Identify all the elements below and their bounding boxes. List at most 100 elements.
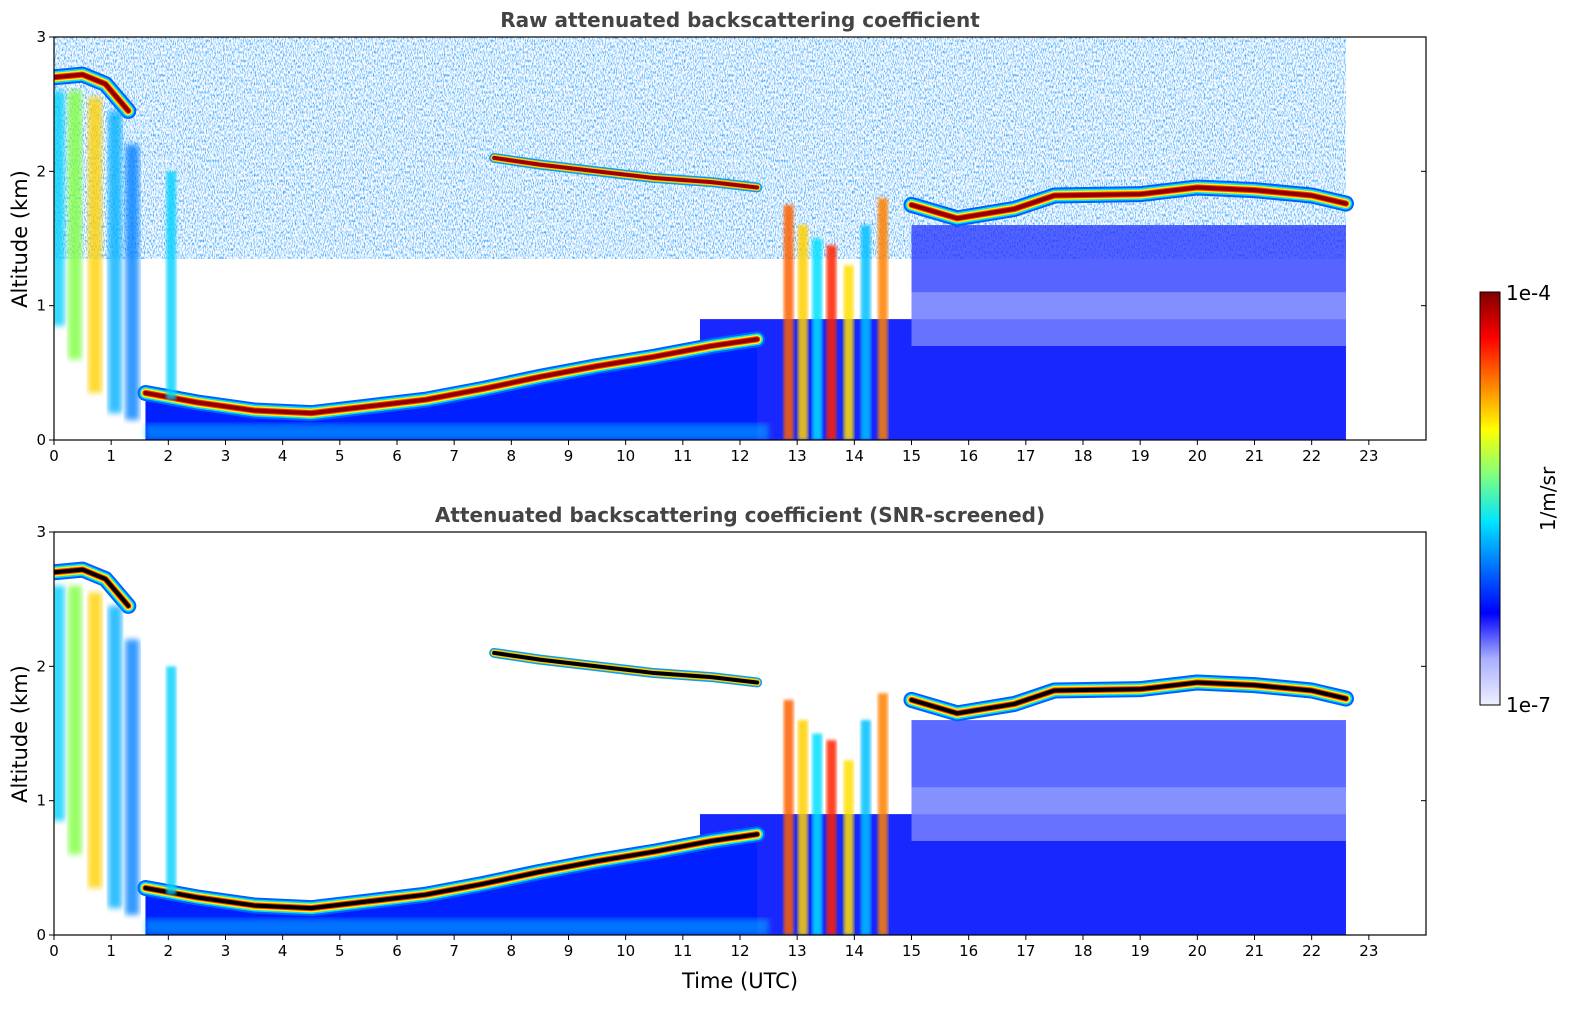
p1-xtick-label-5: 5 [335,942,345,960]
panel-raw-axes: 0 1 2 3 4 5 6 7 8 9 10 11 12 13 14 15 16 17 18 19 20 21 22 2301… [36,28,1426,465]
panel-screened-axes: 0 1 2 3 4 5 6 7 8 9 10 11 12 13 14 15 16 17 18 19 20 21 22 2301… [36,523,1426,960]
p0-precip-plume-4 [125,144,140,420]
p1-xtick-label-23: 23 [1359,942,1378,960]
p1-xtick-label-12: 12 [730,942,749,960]
p0-convective-column-0 [783,204,794,440]
p0-subcloud-haze [911,292,1346,346]
p0-precip-plume-3 [108,110,123,414]
p0-precip-plume-2 [88,97,103,393]
p0-xtick-label-14: 14 [845,447,864,465]
p0-precip-plume-1 [68,90,83,360]
p0-xtick-label-22: 22 [1302,447,1321,465]
p1-precip-plume-4 [125,639,140,915]
p0-upper-noise [54,37,1346,259]
panel-raw-title: Raw attenuated backscattering coefficien… [500,8,980,32]
p1-precip-plume-3 [108,605,123,909]
p1-column-2h [166,666,177,895]
colorbar-units-label: 1/m/sr [1536,466,1560,531]
p1-xtick-label-6: 6 [392,942,402,960]
p1-convective-column-1 [797,720,808,935]
p1-xtick-label-11: 11 [673,942,692,960]
p0-xtick-label-12: 12 [730,447,749,465]
p1-xtick-label-8: 8 [507,942,517,960]
p0-xtick-label-2: 2 [164,447,174,465]
p0-boundary-layer-top-band-4 [143,337,760,416]
colorbar-gradient [1479,291,1501,706]
p1-convective-column-5 [860,720,871,935]
panel-screened-title: Attenuated backscattering coefficient (S… [435,503,1045,527]
p1-xtick-label-14: 14 [845,942,864,960]
panel-raw-heatmap [54,37,1354,440]
p0-convective-column-2 [812,238,823,440]
p1-ytick-label-0: 0 [36,926,46,944]
p1-convective-column-0 [783,699,794,935]
p1-xtick-label-9: 9 [564,942,574,960]
p0-xtick-label-3: 3 [221,447,231,465]
p1-xtick-label-10: 10 [616,942,635,960]
panel-screened-xlabel: Time (UTC) [681,969,798,993]
p1-convective-column-2 [812,733,823,935]
p0-xtick-label-20: 20 [1188,447,1207,465]
panel-raw-ylabel: Altitude (km) [8,170,32,308]
p0-xtick-label-23: 23 [1359,447,1378,465]
p0-xtick-label-10: 10 [616,447,635,465]
p1-convective-column-4 [843,760,854,935]
panel-screened-ylabel: Altitude (km) [8,665,32,803]
p0-ytick-label-0: 0 [36,431,46,449]
p1-stratocumulus-top-band-4 [909,680,1348,716]
p0-xtick-label-4: 4 [278,447,288,465]
p1-xtick-label-19: 19 [1131,942,1150,960]
p0-precip-plume-0 [54,90,65,326]
p1-xtick-label-13: 13 [788,942,807,960]
panel-screened-plot-area [54,561,1354,935]
p1-ytick-label-1: 1 [36,792,46,810]
p1-ytick-label-3: 3 [36,523,46,541]
p1-surface-layer [145,918,769,935]
p0-convective-column-3 [826,245,837,440]
p1-mid-cloud-band-2 [492,650,760,685]
p0-xtick-label-19: 19 [1131,447,1150,465]
p0-xtick-label-7: 7 [449,447,459,465]
p0-xtick-label-1: 1 [106,447,116,465]
p0-convective-column-5 [860,225,871,440]
p1-xtick-label-18: 18 [1073,942,1092,960]
p0-xtick-label-9: 9 [564,447,574,465]
p1-precip-plume-0 [54,585,65,821]
panel-screened-heatmap [54,561,1354,935]
p0-stratocumulus-top-band-4 [909,185,1348,221]
panel-screened: Attenuated backscattering coefficient (S… [8,503,1427,993]
p0-convective-column-6 [877,198,888,440]
p0-xtick-label-21: 21 [1245,447,1264,465]
p0-xtick-label-16: 16 [959,447,978,465]
p1-xtick-label-7: 7 [449,942,459,960]
colorbar: 1e-4 1e-7 1/m/sr [1479,281,1560,717]
p1-xtick-label-3: 3 [221,942,231,960]
p1-xtick-label-15: 15 [902,942,921,960]
p0-xtick-label-15: 15 [902,447,921,465]
p0-xtick-label-5: 5 [335,447,345,465]
p0-surface-layer [145,423,769,440]
panel-raw: Raw attenuated backscattering coefficien… [8,8,1427,465]
p0-xtick-label-8: 8 [507,447,517,465]
p1-xtick-label-17: 17 [1016,942,1035,960]
p0-convective-column-4 [843,265,854,440]
p0-xtick-label-13: 13 [788,447,807,465]
p0-xtick-label-17: 17 [1016,447,1035,465]
p1-xtick-label-0: 0 [49,942,59,960]
p1-precip-plume-2 [88,592,103,888]
p0-column-2h [166,171,177,400]
p1-xtick-label-16: 16 [959,942,978,960]
p1-xtick-label-22: 22 [1302,942,1321,960]
p1-xtick-label-20: 20 [1188,942,1207,960]
p0-xtick-label-6: 6 [392,447,402,465]
p0-ytick-label-2: 2 [36,162,46,180]
p0-xtick-label-0: 0 [49,447,59,465]
panel-raw-plot-area [54,37,1354,440]
p1-convective-column-6 [877,693,888,935]
p1-precip-plume-1 [68,585,83,855]
p1-upper-cloud-band-4 [54,567,131,608]
p1-xtick-label-21: 21 [1245,942,1264,960]
p1-xtick-label-2: 2 [164,942,174,960]
p0-convective-column-1 [797,225,808,440]
